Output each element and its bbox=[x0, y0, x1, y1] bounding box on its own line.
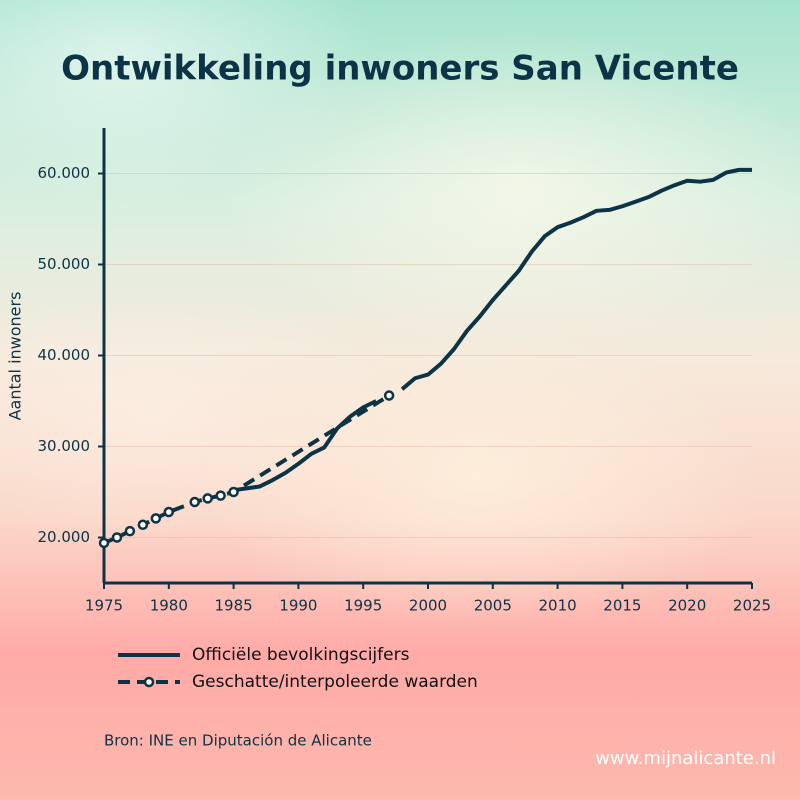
point bbox=[150, 513, 162, 524]
point bbox=[124, 525, 136, 537]
chart-title: Ontwikkeling inwoners San Vicente bbox=[61, 49, 739, 89]
x-tick-label: 2025 bbox=[733, 597, 771, 615]
y-axis-label: Aantal inwoners bbox=[6, 292, 25, 421]
legend-label: Geschatte/interpoleerde waarden bbox=[192, 672, 478, 692]
point bbox=[383, 390, 395, 401]
x-tick-label: 2010 bbox=[539, 597, 577, 615]
x-tick-label: 1990 bbox=[279, 597, 317, 615]
y-tick-label: 20.000 bbox=[38, 528, 91, 546]
y-tick-label: 60.000 bbox=[38, 164, 91, 182]
x-tick-label: 1985 bbox=[215, 597, 253, 615]
point bbox=[189, 496, 200, 508]
y-tick-label: 40.000 bbox=[38, 346, 91, 364]
series-line bbox=[233, 167, 752, 493]
source: Bron: INE en Diputación de Alicante bbox=[104, 732, 372, 750]
watermark: www.mijnalicante.nl bbox=[595, 748, 776, 769]
point bbox=[98, 537, 110, 549]
point bbox=[215, 490, 226, 501]
x-tick-label: 1975 bbox=[85, 597, 123, 615]
y-tick-label: 30.000 bbox=[38, 437, 91, 455]
x-tick-label: 2005 bbox=[474, 597, 512, 615]
legend-label: Officiële bevolkingscijfers bbox=[192, 645, 410, 665]
x-tick-label: 1980 bbox=[150, 597, 188, 615]
point bbox=[111, 532, 123, 543]
point bbox=[202, 493, 213, 504]
legend-marker bbox=[143, 676, 155, 688]
point bbox=[137, 519, 149, 531]
point bbox=[228, 486, 239, 498]
x-tick-label: 1995 bbox=[344, 597, 382, 615]
point bbox=[163, 506, 175, 518]
x-tick-label: 2020 bbox=[668, 597, 706, 615]
x-tick-label: 2015 bbox=[603, 597, 641, 615]
x-tick-label: 2000 bbox=[409, 597, 447, 615]
y-tick-label: 50.000 bbox=[38, 255, 91, 273]
